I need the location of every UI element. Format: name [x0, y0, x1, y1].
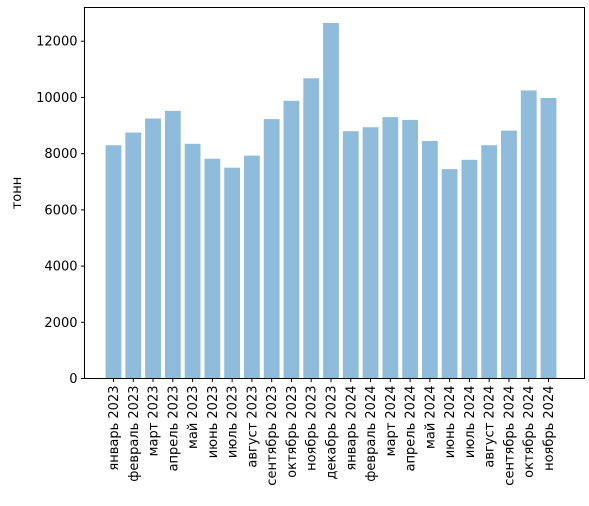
x-tick-label: апрель 2024 [404, 386, 419, 472]
x-tick-label: октябрь 2023 [285, 386, 300, 478]
bar [501, 130, 517, 379]
x-tick-label: май 2023 [186, 386, 201, 449]
bar [540, 98, 557, 379]
bar [323, 22, 339, 379]
x-tick-label: июнь 2023 [206, 386, 221, 459]
bar [145, 118, 161, 379]
bar [382, 117, 399, 379]
x-tick-label: февраль 2024 [364, 386, 379, 482]
bar [441, 169, 458, 379]
bar [342, 131, 359, 379]
x-tick-label: март 2024 [384, 386, 399, 457]
x-tick-label: март 2023 [147, 386, 162, 457]
bar [263, 119, 280, 379]
x-tick-label: сентябрь 2023 [265, 386, 280, 486]
y-axis: 0 2000 4000 6000 8000 10000 12000 [36, 35, 85, 387]
x-tick-label: апрель 2023 [166, 386, 181, 472]
x-tick-label: ноябрь 2023 [305, 386, 320, 471]
y-tick-label: 10000 [36, 91, 77, 106]
bar [362, 127, 379, 379]
bar [204, 158, 221, 379]
x-tick-label: январь 2023 [107, 386, 122, 471]
y-tick-label: 2000 [44, 316, 77, 331]
x-tick-label: август 2023 [245, 386, 260, 468]
y-tick-label: 0 [69, 372, 77, 387]
bar [224, 167, 241, 379]
bar [105, 145, 122, 379]
bar [244, 155, 260, 379]
x-tick-label: июнь 2024 [443, 386, 458, 459]
x-tick-label: сентябрь 2024 [502, 386, 517, 486]
x-tick-label: ноябрь 2024 [542, 386, 557, 471]
bar [125, 132, 142, 379]
bar [520, 90, 537, 379]
bar [461, 159, 478, 379]
x-tick-label: февраль 2023 [127, 386, 142, 482]
x-tick-label: декабрь 2023 [325, 386, 340, 480]
y-tick-label: 6000 [44, 203, 77, 218]
x-tick-label: октябрь 2024 [522, 386, 537, 478]
x-axis: январь 2023 февраль 2023 март 2023 апрель 2… [107, 378, 557, 486]
x-tick-label: май 2024 [423, 386, 438, 449]
y-tick-label: 12000 [36, 35, 77, 50]
bar [421, 141, 438, 379]
y-tick-label: 8000 [44, 147, 77, 162]
x-tick-label: июль 2024 [463, 386, 478, 459]
bar [184, 143, 201, 379]
bars-group [105, 22, 557, 379]
bar [283, 100, 300, 379]
bar [303, 78, 320, 379]
x-tick-label: июль 2023 [226, 386, 241, 459]
y-tick-label: 4000 [44, 260, 77, 275]
bar [164, 110, 181, 379]
x-tick-label: август 2024 [483, 386, 498, 468]
plot-frame [84, 7, 585, 379]
y-axis-label: тонн [10, 177, 25, 210]
x-tick-label: январь 2024 [344, 386, 359, 471]
bar [481, 145, 498, 379]
bar [402, 119, 418, 379]
